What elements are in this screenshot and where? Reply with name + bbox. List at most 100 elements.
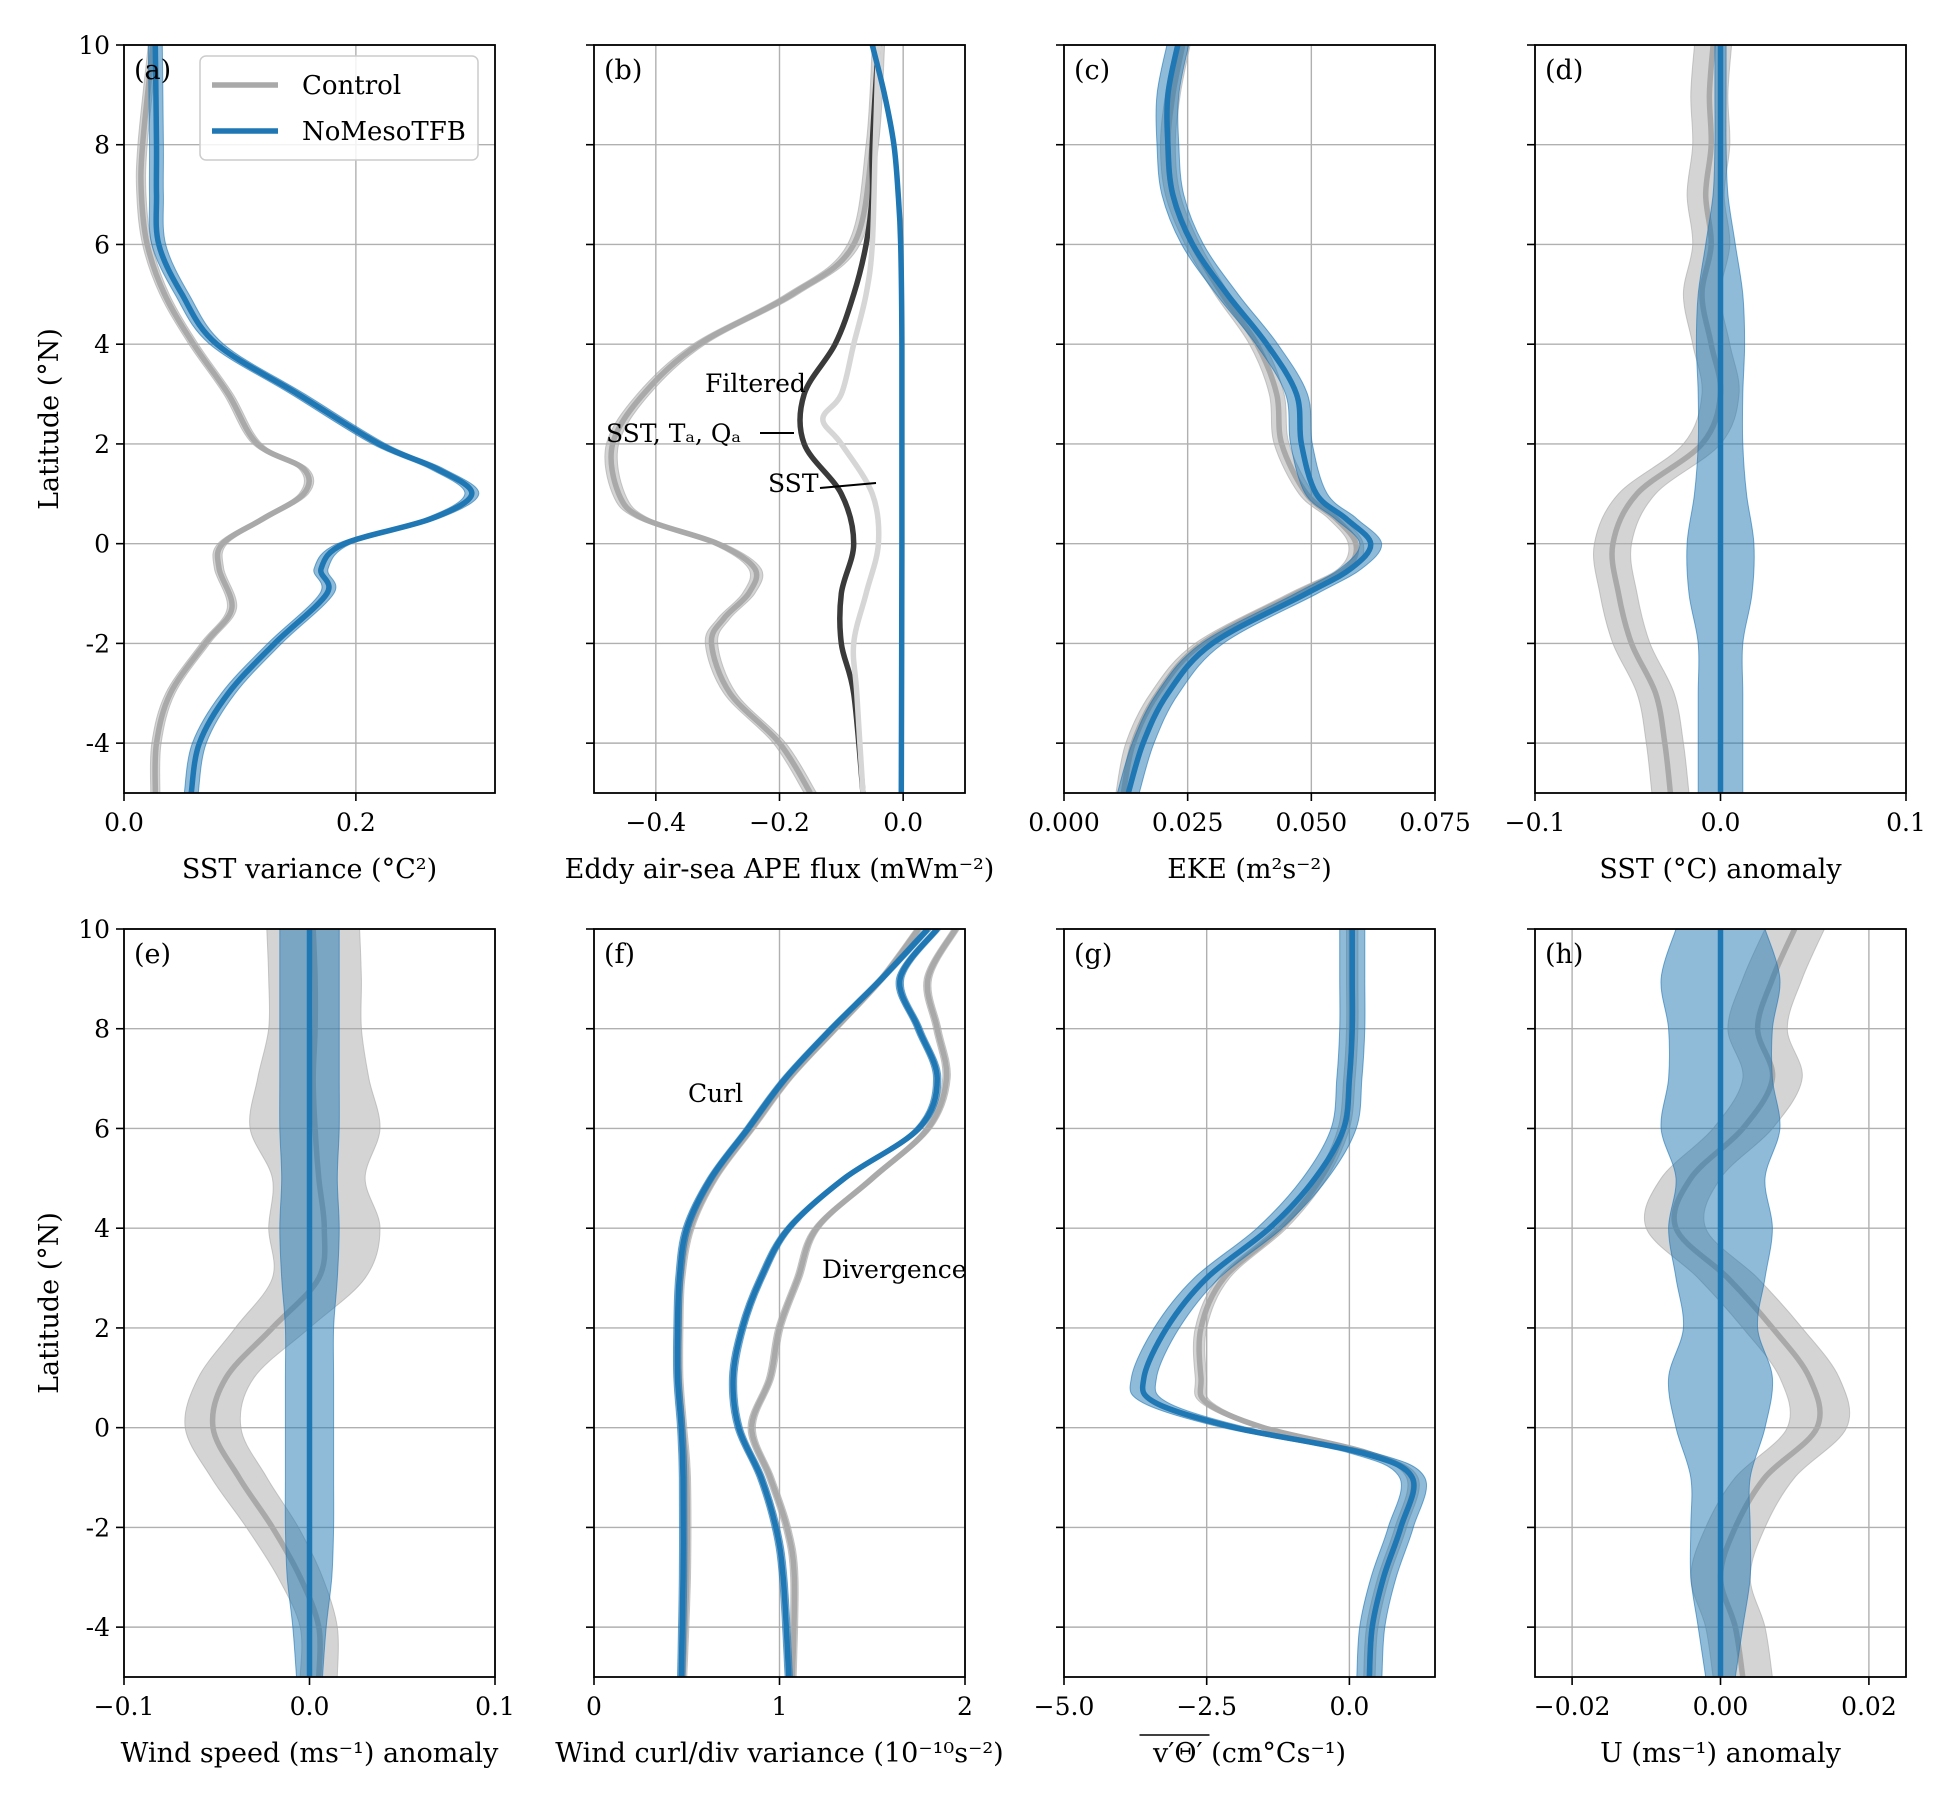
series-band <box>147 45 480 793</box>
annotation-pointer <box>819 482 877 489</box>
ytick-label: 8 <box>94 1015 110 1044</box>
panel-e: -4 -2 0 2 4 6 8 10 −0.1 0.0 0.1 Wind speed (ms⁻¹) a… <box>34 915 515 1769</box>
ytick-label: -4 <box>86 729 110 758</box>
legend-label: Control <box>302 71 401 101</box>
annotation-divergence: Divergence <box>822 1255 967 1284</box>
xtick-label: 0.0 <box>104 808 144 837</box>
series-line <box>820 45 882 793</box>
xtick-label: 0.0 <box>290 1692 330 1721</box>
xtick-label: 0.0 <box>1701 808 1741 837</box>
panel-letter: (e) <box>134 939 171 970</box>
ytick-label: 8 <box>94 131 110 160</box>
panel-g: −5.0 −2.5 0.0 v′Θ′ (cm°Cs⁻¹) (g) <box>1034 928 1436 1769</box>
series-line <box>1139 929 1417 1677</box>
plot-area <box>1643 929 1851 1677</box>
panel-letter: (b) <box>604 55 642 86</box>
series-band <box>1116 45 1383 793</box>
xtick-label: 0.075 <box>1399 808 1471 837</box>
legend-label: NoMesoTFB <box>302 117 466 147</box>
y-axis-label: Latitude (°N) <box>34 1212 65 1394</box>
panel-f: 0 1 2 Wind curl/div variance (10⁻¹⁰s⁻²) (f) C… <box>555 928 1004 1769</box>
annotation-filtered: Filtered <box>705 369 806 398</box>
xtick-label: 0.1 <box>1886 808 1926 837</box>
panel-letter: (a) <box>134 55 171 86</box>
annotation-curl: Curl <box>688 1079 743 1108</box>
xtick-label: 0.02 <box>1841 1692 1897 1721</box>
panel-h: −0.02 0.00 0.02 U (ms⁻¹) anomaly (h) <box>1527 928 1907 1769</box>
legend-box <box>199 55 479 161</box>
ytick-label: 4 <box>94 1214 110 1243</box>
plot-area <box>1115 45 1383 793</box>
ytick-label: 0 <box>94 1414 110 1443</box>
series-line <box>730 929 940 1677</box>
series-line <box>674 929 930 1677</box>
plot-area <box>604 45 905 793</box>
panel-c: 0.000 0.025 0.050 0.075 EKE (m²s⁻²) (c) <box>1028 44 1471 885</box>
annotation-sst-ta-qa: SST, Tₐ, Qₐ <box>606 419 741 448</box>
xtick-label: −0.1 <box>1505 808 1566 837</box>
xtick-label: 0.025 <box>1152 808 1224 837</box>
series-band <box>672 929 933 1677</box>
x-axis-label: SST variance (°C²) <box>182 854 437 885</box>
axes-frame <box>123 44 496 794</box>
xtick-label: 0.000 <box>1028 808 1100 837</box>
xtick-label: −5.0 <box>1034 1692 1095 1721</box>
panel-a: -4 -2 0 2 4 6 8 10 0.0 0.2 SST variance (°C²) (a) La… <box>34 31 496 885</box>
axes-frame <box>1063 928 1436 1678</box>
xtick-label: −0.2 <box>749 808 810 837</box>
ytick-label: 10 <box>78 31 110 60</box>
x-axis-label: Wind speed (ms⁻¹) anomaly <box>121 1738 499 1769</box>
y-axis-label: Latitude (°N) <box>34 328 65 510</box>
series-band <box>135 45 315 793</box>
series-line <box>608 45 882 793</box>
ytick-label: 2 <box>94 1314 110 1343</box>
xtick-label: 1 <box>772 1692 788 1721</box>
xtick-label: −0.1 <box>94 1692 155 1721</box>
xtick-label: 0.0 <box>1330 1692 1370 1721</box>
series-band <box>1593 45 1740 793</box>
grid <box>1063 44 1436 793</box>
xtick-label: 0 <box>586 1692 602 1721</box>
series-line <box>138 45 312 793</box>
x-axis-label: EKE (m²s⁻²) <box>1167 854 1332 885</box>
ytick-label: 0 <box>94 530 110 559</box>
ytick-label: -2 <box>86 1513 110 1542</box>
ytick-label: 6 <box>94 230 110 259</box>
plot-area <box>184 929 381 1677</box>
ytick-label: 6 <box>94 1114 110 1143</box>
series-line <box>748 929 959 1677</box>
series-line <box>676 929 921 1677</box>
xtick-label: 0.050 <box>1276 808 1348 837</box>
ytick-label: -4 <box>86 1613 110 1642</box>
panel-b: −0.4 −0.2 0.0 Eddy air-sea APE flux (mWm⁻²)… <box>565 44 995 885</box>
panel-letter: (d) <box>1545 55 1583 86</box>
plot-area <box>135 45 480 793</box>
series-band <box>728 929 942 1677</box>
ytick-label: -2 <box>86 629 110 658</box>
series-line <box>1125 45 1374 793</box>
annotation-sst: SST <box>768 469 819 498</box>
panel-letter: (h) <box>1545 939 1583 970</box>
xtick-label: 0.00 <box>1693 1692 1749 1721</box>
xtick-label: 0.0 <box>883 808 923 837</box>
x-axis-label: v′Θ′ (cm°Cs⁻¹) <box>1152 1738 1346 1769</box>
ytick-label: 4 <box>94 330 110 359</box>
series-line <box>869 45 905 793</box>
x-axis-label: Wind curl/div variance (10⁻¹⁰s⁻²) <box>555 1738 1003 1769</box>
series-band <box>1129 929 1427 1677</box>
ytick-label: 2 <box>94 430 110 459</box>
plot-area <box>672 929 960 1677</box>
x-axis-label: Eddy air-sea APE flux (mWm⁻²) <box>565 854 995 885</box>
xtick-label: 0.2 <box>336 808 376 837</box>
panel-d: −0.1 0.0 0.1 SST (°C) anomaly (d) <box>1505 44 1926 885</box>
panel-letter: (g) <box>1074 939 1112 970</box>
panel-letter: (f) <box>604 939 635 970</box>
series-band <box>674 929 923 1677</box>
series-line <box>152 45 475 793</box>
x-axis-label: U (ms⁻¹) anomaly <box>1600 1738 1842 1769</box>
x-axis-label: SST (°C) anomaly <box>1599 854 1842 885</box>
xtick-label: 0.1 <box>475 1692 515 1721</box>
ytick-label: 10 <box>78 915 110 944</box>
xtick-label: −0.4 <box>625 808 686 837</box>
